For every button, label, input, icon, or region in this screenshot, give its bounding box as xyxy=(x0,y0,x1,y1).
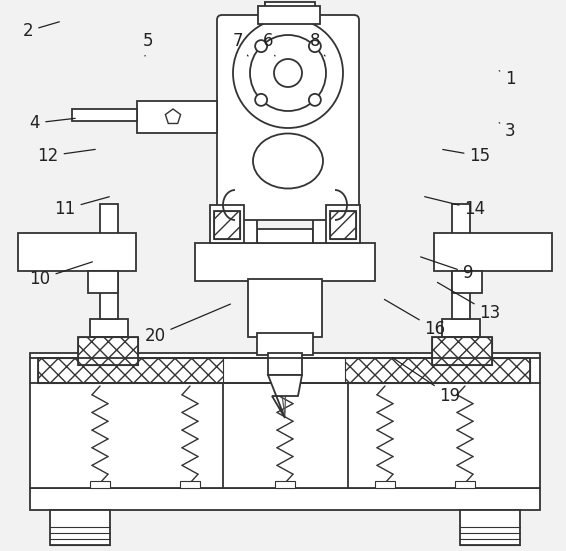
Circle shape xyxy=(309,40,321,52)
Bar xyxy=(275,481,295,488)
Text: 8: 8 xyxy=(310,32,325,56)
Text: 4: 4 xyxy=(30,114,75,132)
Circle shape xyxy=(255,40,267,52)
Circle shape xyxy=(255,94,267,106)
Text: 12: 12 xyxy=(37,147,95,165)
Circle shape xyxy=(233,18,343,128)
Bar xyxy=(330,211,356,239)
Bar xyxy=(330,211,356,239)
Bar xyxy=(78,337,138,365)
Text: 10: 10 xyxy=(29,262,92,288)
Bar xyxy=(265,2,315,20)
Bar xyxy=(248,279,322,337)
Text: 9: 9 xyxy=(421,257,473,282)
Bar xyxy=(434,233,552,271)
Text: 13: 13 xyxy=(438,283,500,322)
Bar xyxy=(30,353,540,488)
Circle shape xyxy=(309,94,321,106)
Text: 3: 3 xyxy=(499,122,515,140)
Polygon shape xyxy=(268,375,302,418)
Bar xyxy=(452,271,482,293)
Bar xyxy=(442,319,480,337)
Bar xyxy=(455,481,475,488)
Text: 5: 5 xyxy=(143,32,153,56)
Bar xyxy=(88,271,118,293)
Bar xyxy=(137,101,217,133)
FancyBboxPatch shape xyxy=(217,15,359,220)
Bar xyxy=(235,183,257,243)
Bar xyxy=(78,337,138,365)
Text: 14: 14 xyxy=(424,197,486,218)
Bar xyxy=(214,211,240,239)
Bar xyxy=(258,6,320,24)
Bar xyxy=(30,488,540,510)
Bar xyxy=(195,243,375,281)
Circle shape xyxy=(274,59,302,87)
Text: 6: 6 xyxy=(263,32,275,56)
Bar xyxy=(38,358,530,383)
Bar xyxy=(72,109,137,121)
Text: 7: 7 xyxy=(233,32,248,56)
Bar xyxy=(326,205,360,243)
Bar xyxy=(50,510,110,545)
Text: 16: 16 xyxy=(384,299,445,338)
Bar xyxy=(38,358,223,383)
Bar xyxy=(257,333,313,355)
Bar xyxy=(90,481,110,488)
Bar xyxy=(313,183,335,243)
Bar xyxy=(432,337,492,365)
Bar xyxy=(257,229,313,243)
Text: 19: 19 xyxy=(392,358,461,405)
Bar xyxy=(460,510,520,545)
Text: 1: 1 xyxy=(499,70,515,88)
Bar xyxy=(375,481,395,488)
Bar xyxy=(345,358,530,383)
Bar xyxy=(214,211,240,239)
Bar xyxy=(452,204,470,319)
Text: 11: 11 xyxy=(54,197,109,218)
Text: 15: 15 xyxy=(443,147,491,165)
Bar xyxy=(100,204,118,319)
Text: 2: 2 xyxy=(23,22,59,40)
Circle shape xyxy=(250,35,326,111)
Bar xyxy=(210,205,244,243)
Polygon shape xyxy=(165,109,181,123)
Text: 20: 20 xyxy=(144,304,230,345)
Bar xyxy=(18,233,136,271)
Bar xyxy=(268,353,302,375)
Bar xyxy=(180,481,200,488)
Bar xyxy=(432,337,492,365)
Bar xyxy=(90,319,128,337)
Ellipse shape xyxy=(253,133,323,188)
